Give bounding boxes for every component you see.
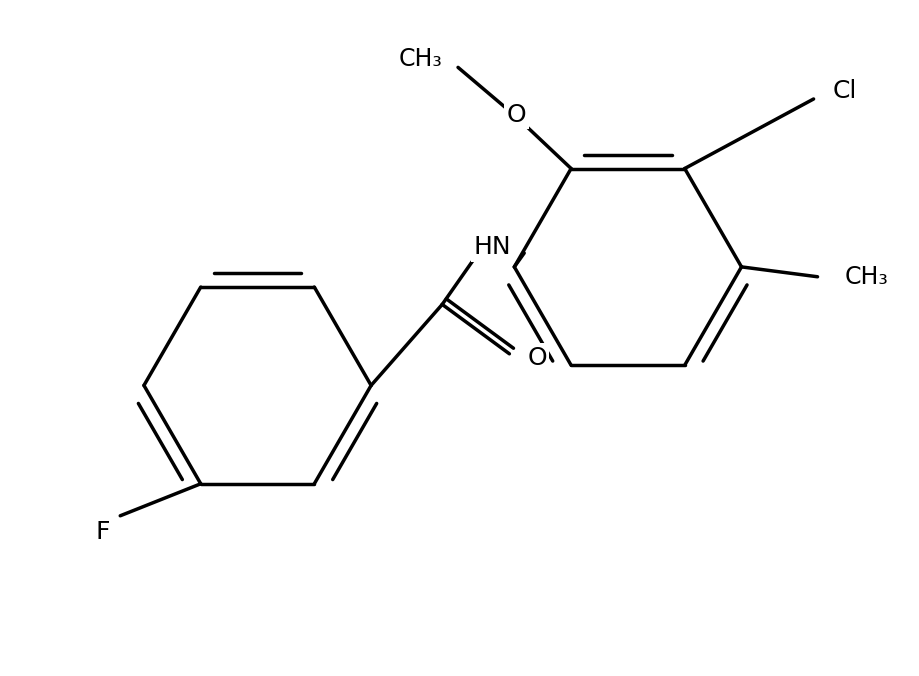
Text: CH₃: CH₃ bbox=[398, 47, 442, 72]
Text: O: O bbox=[527, 345, 546, 370]
Text: CH₃: CH₃ bbox=[844, 265, 888, 289]
Text: HN: HN bbox=[473, 235, 511, 259]
Text: O: O bbox=[506, 103, 526, 127]
Text: Cl: Cl bbox=[832, 79, 857, 103]
Text: O: O bbox=[406, 45, 425, 70]
Text: F: F bbox=[95, 520, 109, 544]
